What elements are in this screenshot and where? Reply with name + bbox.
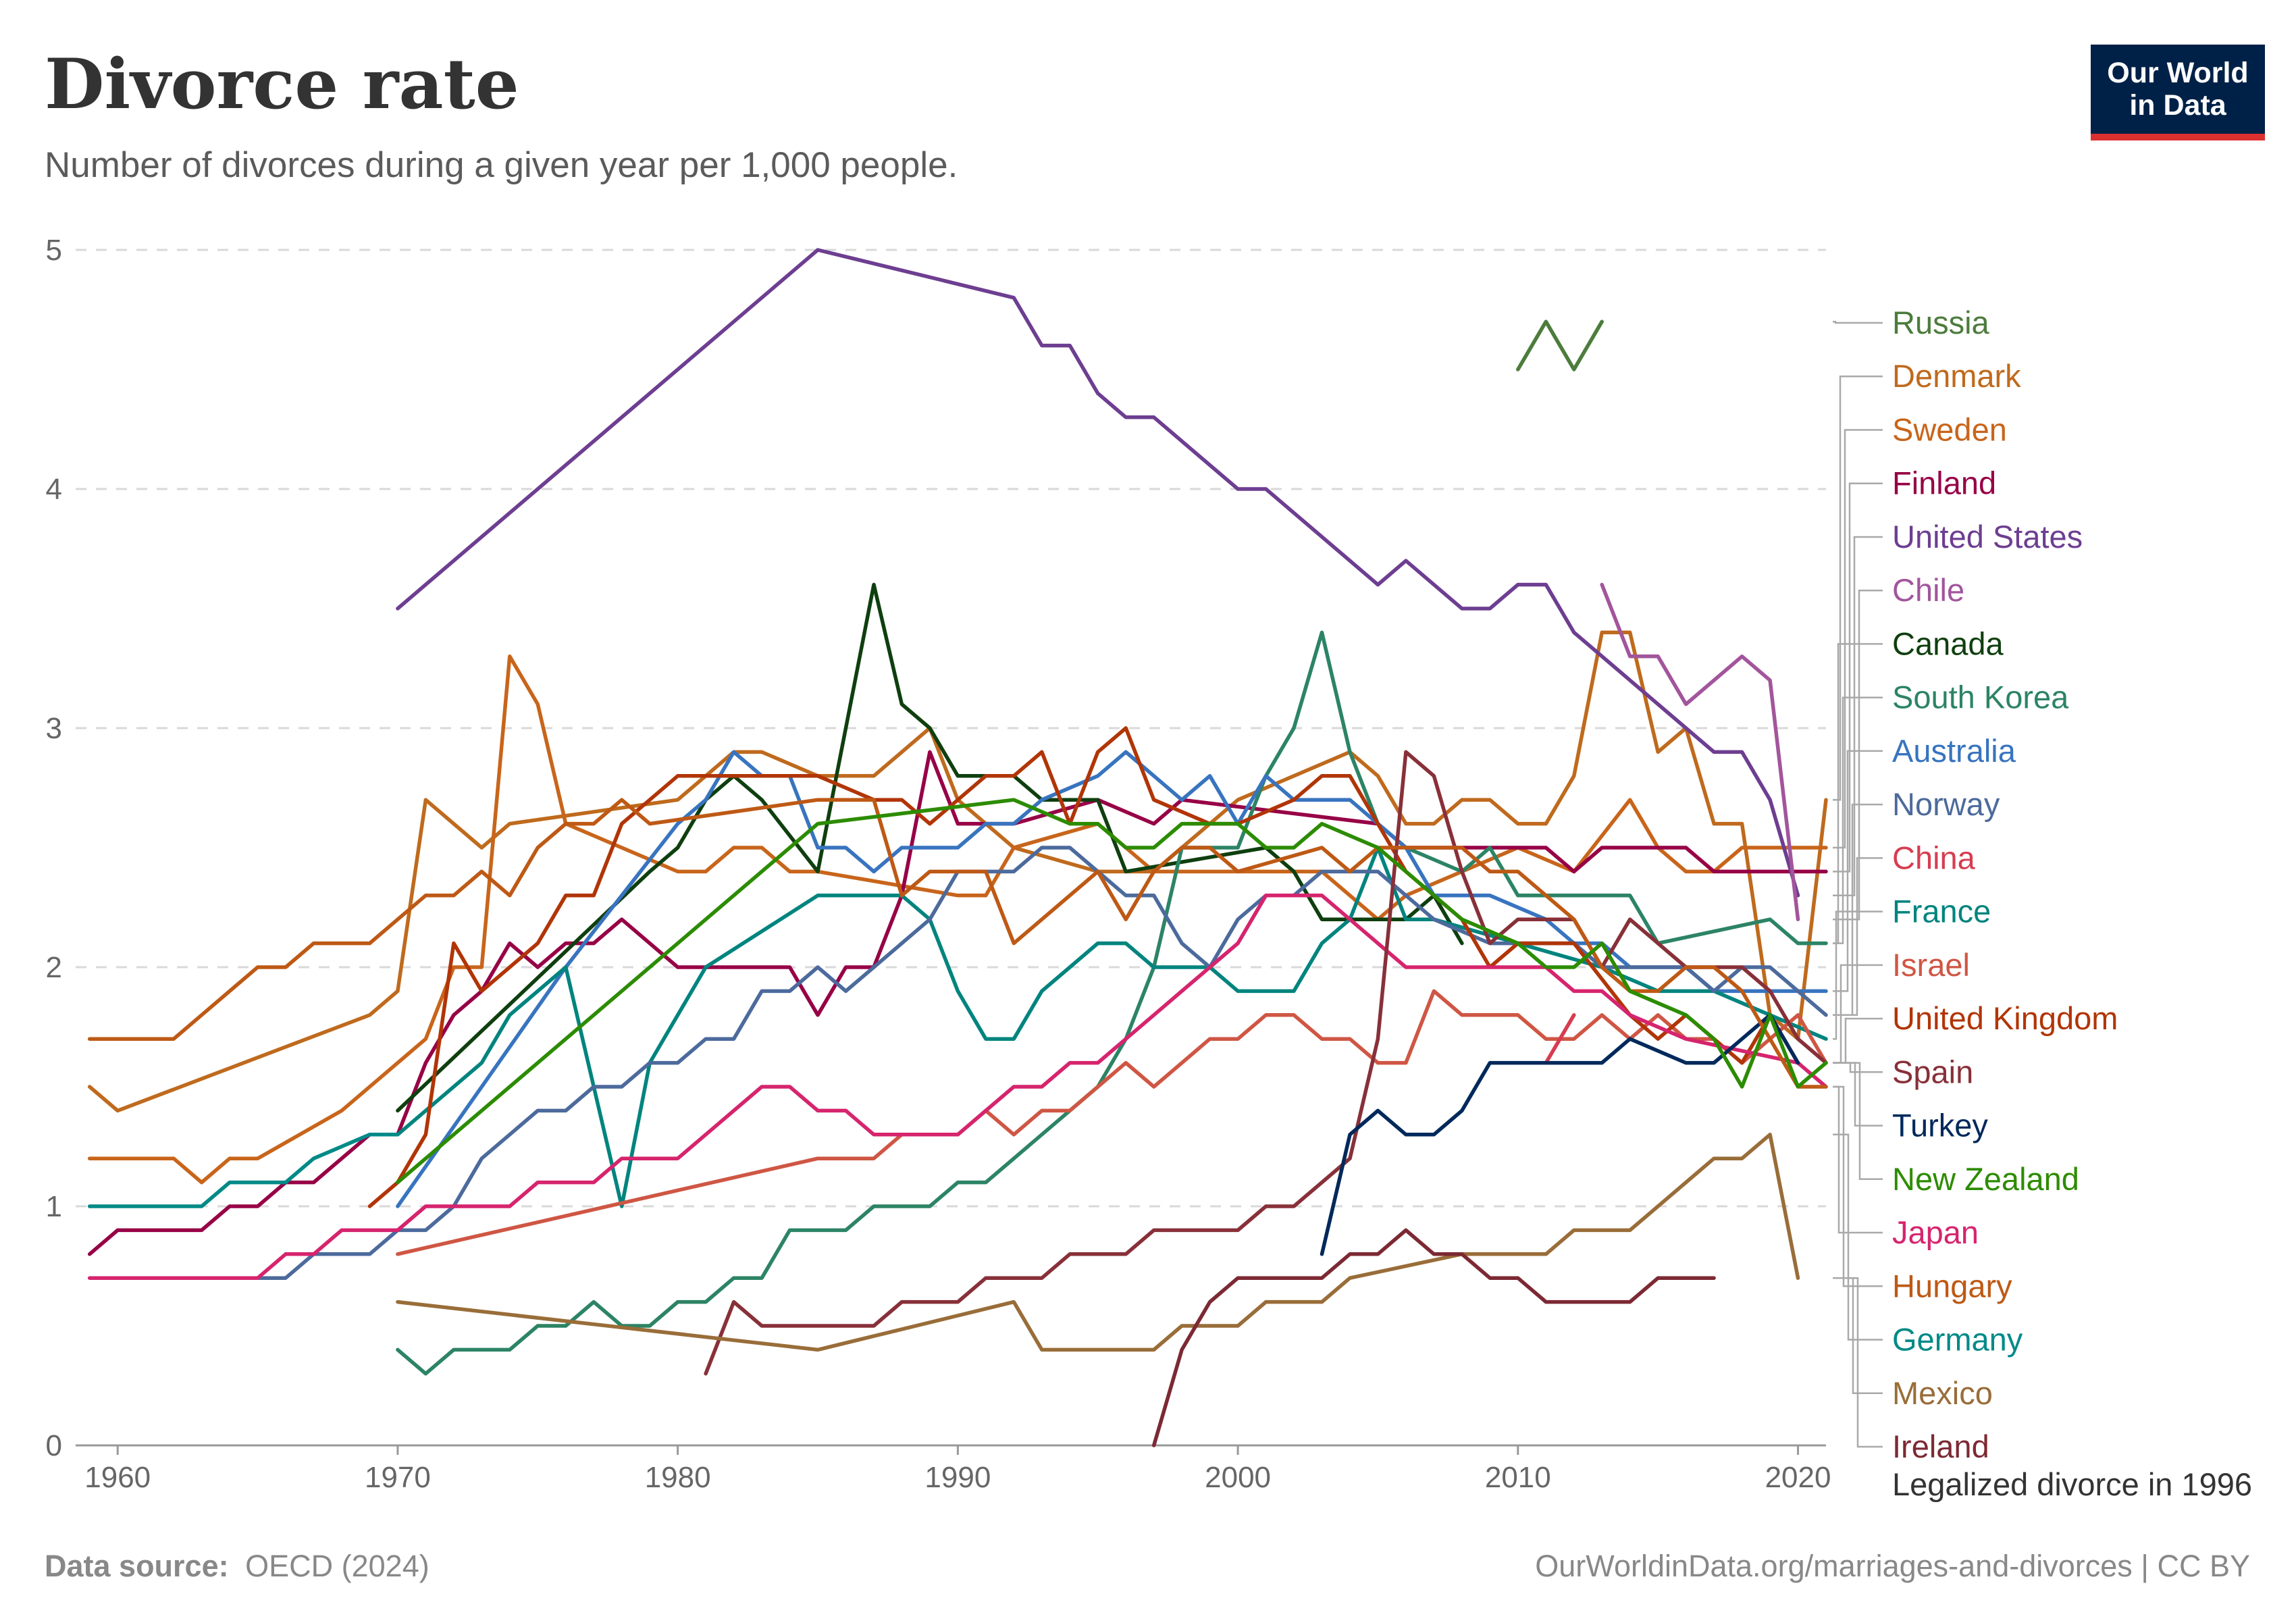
legend-connector-finland <box>1833 482 1883 873</box>
page-subtitle: Number of divorces during a given year p… <box>45 145 958 185</box>
series-line-ireland[interactable] <box>1151 1228 1716 1447</box>
logo-background <box>2091 45 2265 135</box>
legend-label-ireland[interactable]: Ireland <box>1892 1429 1989 1464</box>
legend-connector-germany <box>1833 1133 1883 1341</box>
owid-logo[interactable]: Our World in Data <box>2091 45 2265 140</box>
legend-label-norway[interactable]: Norway <box>1892 786 2000 822</box>
legend-label-united-kingdom[interactable]: United Kingdom <box>1892 1000 2118 1036</box>
series-line-france[interactable] <box>396 846 1828 1208</box>
legend-connector-denmark <box>1833 375 1883 801</box>
series-line-japan[interactable] <box>87 894 1828 1280</box>
series-line-hungary[interactable] <box>87 798 1828 1089</box>
legend-label-denmark[interactable]: Denmark <box>1892 358 2021 394</box>
legend-connector-spain <box>1833 1062 1883 1073</box>
series-line-south-korea[interactable] <box>396 630 1828 1376</box>
logo-line-2: in Data <box>2129 89 2226 122</box>
series-line-united-states[interactable] <box>396 248 1800 898</box>
footer-source-text: OECD (2024) <box>245 1549 429 1583</box>
legend-label-canada[interactable]: Canada <box>1892 625 2004 661</box>
logo-line-1: Our World <box>2107 57 2248 89</box>
axes: 0 1 2 3 4 5 1960 1970 1980 1990 2000 2010 2020 <box>46 234 1831 1494</box>
legend-connector-chile <box>1833 589 1883 921</box>
legend-connector-hungary <box>1833 1085 1883 1287</box>
legend-label-united-states[interactable]: United States <box>1892 519 2083 555</box>
legend-note-ireland: Legalized divorce in 1996 <box>1892 1466 2252 1502</box>
series-line-israel[interactable] <box>396 989 1828 1256</box>
series-lines <box>87 248 1828 1447</box>
y-tick-label: 4 <box>46 473 62 506</box>
x-tick-label: 1960 <box>84 1461 151 1494</box>
legend-label-australia[interactable]: Australia <box>1892 733 2016 769</box>
legend-label-germany[interactable]: Germany <box>1892 1322 2023 1358</box>
y-tick-label: 1 <box>46 1190 62 1223</box>
series-line-turkey[interactable] <box>1320 1013 1800 1256</box>
legend-connector-south-korea <box>1833 696 1883 944</box>
legend-label-hungary[interactable]: Hungary <box>1892 1268 2012 1304</box>
series-line-denmark[interactable] <box>87 630 1828 1113</box>
legend-label-russia[interactable]: Russia <box>1892 305 1990 340</box>
x-tick-label: 1980 <box>645 1461 711 1494</box>
series-line-spain[interactable] <box>704 750 1828 1376</box>
legend-connector-japan <box>1833 1085 1883 1234</box>
series-line-germany[interactable] <box>87 1133 400 1208</box>
footer-source: Data source: OECD (2024) <box>45 1549 429 1583</box>
legend-label-france[interactable]: France <box>1892 894 1991 929</box>
logo-accent-bar <box>2091 134 2265 140</box>
y-tick-label: 3 <box>46 712 62 745</box>
legend-label-finland[interactable]: Finland <box>1892 465 1996 501</box>
series-line-united-kingdom[interactable] <box>367 726 1800 1208</box>
legend-label-south-korea[interactable]: South Korea <box>1892 679 2069 715</box>
legend-label-japan[interactable]: Japan <box>1892 1214 1979 1250</box>
series-line-mexico[interactable] <box>396 1133 1800 1352</box>
series-line-china[interactable] <box>1544 1013 1576 1065</box>
page-title: Divorce rate <box>45 44 519 125</box>
legend-label-china[interactable]: China <box>1892 840 1976 875</box>
y-gridlines <box>76 249 1826 1208</box>
series-line-chile[interactable] <box>1600 582 1800 921</box>
legend-label-mexico[interactable]: Mexico <box>1892 1375 1993 1411</box>
legend-label-new-zealand[interactable]: New Zealand <box>1892 1161 2079 1197</box>
footer-source-label: Data source: <box>45 1549 229 1583</box>
legend-connector-china <box>1833 857 1883 1017</box>
footer-link[interactable]: OurWorldinData.org/marriages-and-divorce… <box>1535 1549 2250 1583</box>
legend-connector-russia <box>1833 320 1883 324</box>
series-line-sweden[interactable] <box>87 654 1828 1185</box>
series-line-finland[interactable] <box>87 750 1828 1256</box>
x-tick-label: 1970 <box>365 1461 431 1494</box>
legend-label-sweden[interactable]: Sweden <box>1892 411 2007 447</box>
y-tick-label: 0 <box>46 1429 62 1462</box>
x-tick-label: 1990 <box>924 1461 991 1494</box>
x-tick-label: 2020 <box>1765 1461 1831 1494</box>
legend-label-spain[interactable]: Spain <box>1892 1054 1973 1089</box>
legend-label-turkey[interactable]: Turkey <box>1892 1108 1988 1143</box>
series-line-russia[interactable] <box>1516 319 1604 371</box>
legend-label-israel[interactable]: Israel <box>1892 947 1970 983</box>
y-tick-label: 5 <box>46 234 62 267</box>
legend-connector-ireland <box>1833 1277 1883 1448</box>
end-of-line-legend: Russia Denmark Sweden Finland United States C… <box>1833 305 2252 1502</box>
legend-connector-france <box>1833 910 1883 1040</box>
x-tick-label: 2010 <box>1485 1461 1551 1494</box>
y-tick-label: 2 <box>46 951 62 984</box>
series-line-new-zealand[interactable] <box>396 798 1828 1185</box>
legend-label-chile[interactable]: Chile <box>1892 572 1964 608</box>
legend-connector-new-zealand <box>1833 1062 1883 1181</box>
x-tick-label: 2000 <box>1205 1461 1271 1494</box>
